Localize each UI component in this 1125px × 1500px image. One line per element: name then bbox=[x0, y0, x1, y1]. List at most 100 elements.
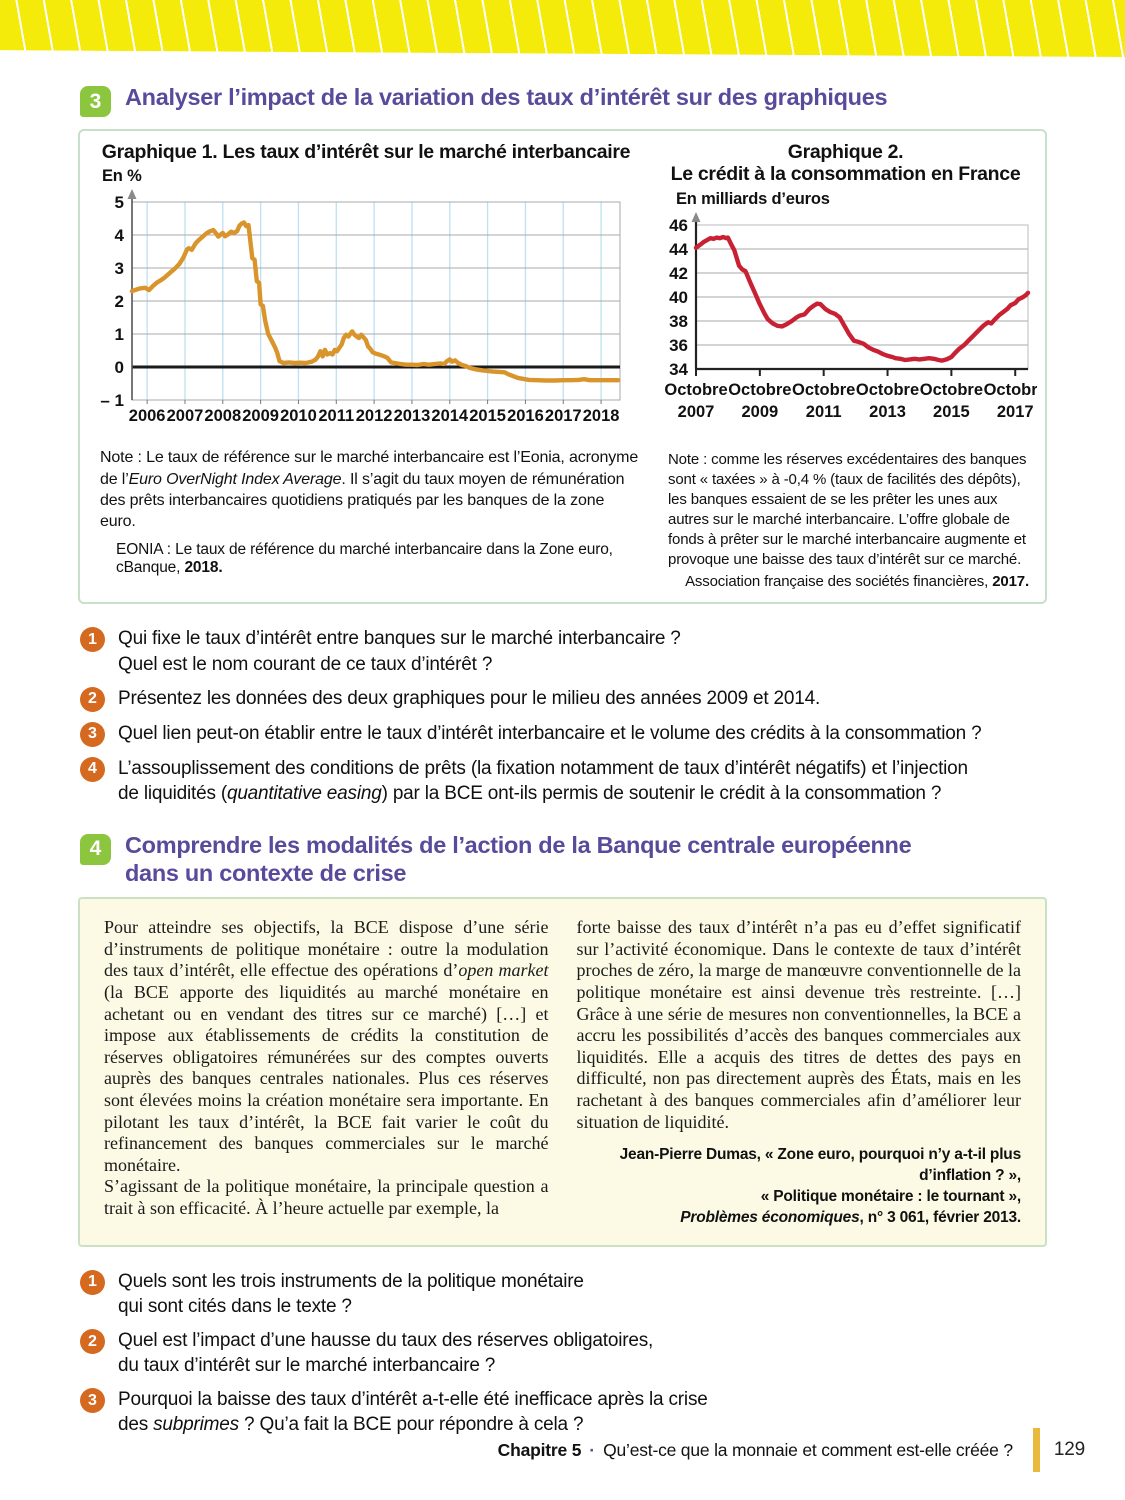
chart1-title: Graphique 1. Les taux d’intérêt sur le m… bbox=[101, 141, 631, 163]
y-tick-label: 0 bbox=[115, 358, 124, 377]
document-column-right: forte baisse des taux d’intérêt n’a pas … bbox=[577, 917, 1022, 1229]
document-paragraph: Pour atteindre ses objectifs, la BCE dis… bbox=[104, 917, 549, 1175]
x-tick-label: 2009 bbox=[741, 403, 778, 421]
section-4-number-badge: 4 bbox=[80, 833, 111, 865]
question-item: 1 Qui fixe le taux d’intérêt entre banqu… bbox=[80, 626, 1125, 676]
x-tick-label: 2009 bbox=[242, 407, 279, 425]
question-number-badge: 1 bbox=[80, 627, 105, 653]
consumer-credit-chart: 46 44 42 40 38 36 34 Octobre 2007 Octobre 2009 Octo… bbox=[654, 209, 1047, 440]
question-text: Qui fixe le taux d’intérêt entre banques… bbox=[118, 628, 681, 675]
section-4-questions: 1 Quels sont les trois instruments de la… bbox=[80, 1269, 1125, 1437]
y-tick-label: 38 bbox=[669, 312, 688, 331]
eonia-line bbox=[129, 220, 621, 384]
question-number-badge: 4 bbox=[80, 756, 105, 782]
x-tick-label: 2014 bbox=[431, 407, 469, 425]
footer-chapter-title: Qu’est-ce que la monnaie et comment est-… bbox=[603, 1439, 1013, 1460]
x-tick-label: 2007 bbox=[167, 407, 204, 425]
question-item: 3 Pourquoi la baisse des taux d’intérêt … bbox=[80, 1387, 1125, 1437]
y-tick-label: 5 bbox=[115, 193, 124, 212]
figure-box: Graphique 1. Les taux d’intérêt sur le m… bbox=[78, 129, 1047, 605]
chart2-panel: Graphique 2. Le crédit à la consommation… bbox=[654, 141, 1047, 591]
x-tick-label: 2015 bbox=[469, 407, 506, 425]
y-tick-label: 34 bbox=[669, 360, 688, 379]
question-text: Présentez les données des deux graphique… bbox=[118, 687, 821, 709]
x-tick-label: Octobre bbox=[984, 381, 1037, 399]
y-tick-label: – 1 bbox=[100, 391, 124, 410]
y-tick-label: 2 bbox=[115, 292, 124, 311]
consumer-credit-chart-svg: 46 44 42 40 38 36 34 Octobre 2007 Octobre 2009 Octo… bbox=[664, 211, 1047, 421]
credit-line bbox=[693, 234, 1031, 363]
x-tick-label: 2017 bbox=[545, 407, 582, 425]
chart1-unit-label: En % bbox=[102, 167, 142, 186]
section-4-title: Comprendre les modalités de l’action de … bbox=[125, 831, 912, 886]
question-item: 2 Présentez les données des deux graphiq… bbox=[80, 686, 1125, 712]
question-text: Quel lien peut-on établir entre le taux … bbox=[118, 722, 982, 744]
chart2-note: Note : comme les réserves excédentaires … bbox=[668, 450, 1027, 568]
footer-chapter-label: Chapitre 5 bbox=[497, 1439, 582, 1460]
question-number-badge: 1 bbox=[80, 1269, 105, 1295]
question-item: 1 Quels sont les trois instruments de la… bbox=[80, 1269, 1125, 1319]
document-paragraph: S’agissant de la politique monétaire, la… bbox=[104, 1176, 549, 1218]
y-tick-label: 1 bbox=[115, 325, 124, 344]
question-number-badge: 3 bbox=[80, 1388, 105, 1414]
interbank-rate-chart: 5 4 3 2 1 0– 1 2006 2007 2008 2009 2010 2011 2012 201… bbox=[92, 186, 640, 437]
question-number-badge: 2 bbox=[80, 1329, 105, 1354]
x-tick-label: 2006 bbox=[129, 407, 166, 425]
x-tick-label: 2011 bbox=[806, 403, 842, 421]
chart1-panel: Graphique 1. Les taux d’intérêt sur le m… bbox=[92, 141, 640, 590]
y-tick-label: 4 bbox=[115, 226, 125, 245]
question-text: Pourquoi la baisse des taux d’intérêt a-… bbox=[118, 1389, 708, 1436]
chart1-note: Note : Le taux de référence sur le march… bbox=[100, 449, 639, 531]
x-tick-label: 2013 bbox=[869, 403, 906, 421]
y-tick-label: 42 bbox=[669, 264, 688, 283]
section-4-header: 4 Comprendre les modalités de l’action d… bbox=[80, 832, 1125, 887]
chart1-source: EONIA : Le taux de référence du marché i… bbox=[116, 541, 613, 577]
chart2-title-line1: Graphique 2. bbox=[787, 141, 904, 163]
question-text: Quel est l’impact d’une hausse du taux d… bbox=[118, 1330, 654, 1377]
question-text: Quels sont les trois instruments de la p… bbox=[118, 1270, 584, 1317]
chart2-source: Association française des sociétés finan… bbox=[685, 573, 1029, 591]
x-tick-label: Octobre bbox=[856, 381, 919, 399]
x-tick-label: 2016 bbox=[507, 407, 544, 425]
question-number-badge: 3 bbox=[80, 721, 105, 747]
y-tick-label: 46 bbox=[669, 216, 688, 235]
x-tick-label: 2007 bbox=[678, 403, 715, 421]
x-tick-label: 2012 bbox=[356, 407, 393, 425]
x-tick-label: 2010 bbox=[280, 407, 317, 425]
document-source: Jean-Pierre Dumas, « Zone euro, pourquoi… bbox=[619, 1146, 1022, 1226]
x-tick-label: Octobre bbox=[728, 381, 791, 399]
x-tick-label: Octobre bbox=[920, 381, 983, 399]
document-paragraph: forte baisse des taux d’intérêt n’a pas … bbox=[576, 917, 1022, 1132]
y-axis-arrow bbox=[691, 211, 701, 222]
question-item: 4 L’assouplissement des conditions de pr… bbox=[80, 756, 1125, 806]
y-tick-label: 44 bbox=[669, 240, 688, 259]
section-3-title: Analyser l’impact de la variation des ta… bbox=[125, 84, 888, 110]
question-number-badge: 2 bbox=[80, 686, 105, 712]
footer-separator-dot: · bbox=[589, 1439, 596, 1460]
document-column-left: Pour atteindre ses objectifs, la BCE dis… bbox=[104, 917, 549, 1229]
y-tick-label: 36 bbox=[669, 336, 688, 355]
page-number: 129 bbox=[1053, 1439, 1085, 1460]
x-tick-label: 2013 bbox=[394, 407, 431, 425]
page-number-bar bbox=[1032, 1428, 1040, 1472]
section-3-questions: 1 Qui fixe le taux d’intérêt entre banqu… bbox=[80, 626, 1125, 805]
section-3-header: 3 Analyser l’impact de la variation des … bbox=[80, 84, 1125, 117]
y-tick-label: 40 bbox=[669, 288, 688, 307]
x-tick-label: Octobre bbox=[664, 381, 727, 399]
decorative-header-band bbox=[0, 0, 1125, 57]
chart2-unit-label: En milliards d’euros bbox=[676, 189, 830, 208]
x-tick-label: Octobre bbox=[792, 381, 855, 399]
y-tick-label: 3 bbox=[115, 259, 124, 278]
section-3-number-badge: 3 bbox=[80, 86, 111, 117]
x-tick-label: 2017 bbox=[997, 403, 1034, 421]
x-tick-label: 2018 bbox=[583, 407, 620, 425]
page-footer: Chapitre 5 · Qu’est-ce que la monnaie et… bbox=[498, 1428, 1085, 1472]
x-tick-label: 2011 bbox=[318, 407, 354, 425]
question-item: 3 Quel lien peut-on établir entre le tau… bbox=[80, 721, 1125, 747]
question-text: L’assouplissement des conditions de prêt… bbox=[118, 757, 968, 804]
x-tick-label: 2015 bbox=[933, 403, 970, 421]
y-axis-arrow bbox=[127, 189, 137, 200]
document-text-box: Pour atteindre ses objectifs, la BCE dis… bbox=[78, 897, 1047, 1247]
